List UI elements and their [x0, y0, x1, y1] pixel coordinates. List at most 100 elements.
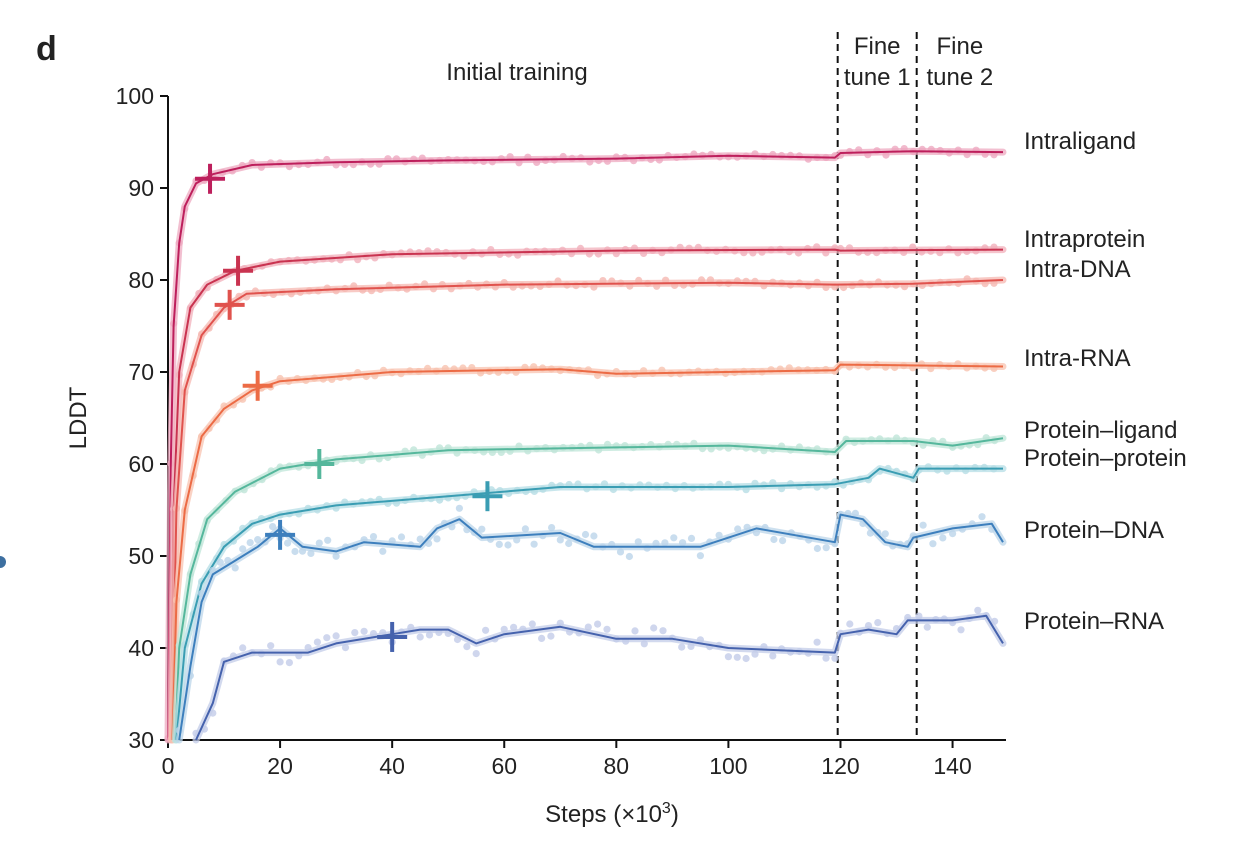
series-label: Protein–RNA [1024, 608, 1164, 635]
series-line [167, 150, 1004, 741]
series-point [786, 281, 795, 289]
series-line [174, 437, 1004, 741]
series-point [909, 243, 917, 251]
series-point [866, 529, 875, 537]
series-point [497, 155, 505, 163]
series-point [379, 547, 387, 555]
series-point [687, 534, 696, 543]
series-line [171, 363, 1004, 741]
series-point [577, 154, 585, 162]
series-point [497, 448, 505, 456]
series-point [972, 247, 980, 255]
series-point [295, 161, 303, 169]
series-point [239, 545, 247, 553]
series-point [760, 481, 768, 489]
series-point [678, 643, 686, 651]
series-label: Intra-DNA [1024, 256, 1131, 283]
series-point [945, 245, 953, 253]
series-point [634, 538, 642, 546]
edge-indicator-dot [0, 556, 6, 568]
series-point [631, 627, 639, 635]
series-point [323, 634, 331, 642]
series-point [733, 653, 741, 661]
series-point [315, 539, 323, 547]
series-point [550, 446, 559, 454]
series-point [670, 534, 678, 542]
series-point [927, 247, 935, 255]
series-point [874, 619, 882, 627]
series-point [679, 539, 687, 547]
series-point [712, 247, 721, 255]
series-point [939, 534, 947, 542]
series-point [478, 250, 486, 258]
series-point [882, 151, 890, 159]
series-point [778, 485, 786, 493]
series-point [472, 650, 480, 658]
series-point [285, 659, 293, 667]
series-point [867, 436, 875, 444]
series-point [945, 149, 953, 157]
series-point [421, 280, 429, 288]
series-point [892, 281, 900, 289]
series-point [625, 552, 634, 561]
x-tick-label: 20 [267, 753, 293, 779]
series-point [980, 463, 988, 471]
series-point [813, 243, 821, 251]
series-point [752, 529, 761, 537]
series-point [650, 624, 658, 632]
series-point [707, 445, 715, 453]
y-tick-label: 70 [128, 359, 154, 385]
phase-label: Fine [854, 33, 901, 60]
series-point [864, 622, 873, 630]
series-point [453, 635, 462, 644]
series-point [433, 535, 441, 543]
series-point [418, 451, 426, 459]
series-point [822, 283, 830, 291]
x-tick-label: 40 [379, 753, 405, 779]
series-point [822, 249, 830, 257]
series-point [794, 249, 803, 257]
series-point [487, 486, 495, 494]
x-tick-label: 120 [821, 753, 859, 779]
series-point [556, 482, 564, 490]
series-point [698, 151, 707, 159]
x-tick-label: 0 [162, 753, 175, 779]
series-point [415, 249, 423, 257]
series-point [813, 638, 821, 646]
series-point [548, 524, 556, 532]
x-axis-label-end: ) [671, 801, 679, 828]
series-line [170, 279, 1004, 741]
series-line [175, 467, 1003, 741]
series-point [410, 446, 418, 454]
series-point [224, 556, 232, 565]
series-point [379, 250, 388, 258]
phase-label: Fine [937, 33, 984, 60]
series-point [463, 643, 471, 651]
series-point [733, 153, 741, 161]
series-point [923, 623, 931, 631]
series-point [929, 540, 937, 548]
series-point [436, 444, 444, 452]
series-point [603, 625, 611, 633]
series-point [770, 535, 778, 544]
series-point [687, 642, 695, 651]
series-label: Intra-RNA [1024, 345, 1131, 372]
y-tick-label: 40 [128, 635, 154, 661]
series-point [831, 654, 839, 662]
series-point [949, 530, 957, 538]
series-point [332, 632, 340, 640]
series-point [901, 283, 909, 291]
series-point [313, 638, 321, 646]
series-point [585, 250, 594, 258]
series-point [407, 623, 415, 632]
series-point [974, 606, 982, 614]
series-point [304, 644, 312, 652]
series-point [846, 147, 854, 156]
series-point [612, 250, 620, 258]
series-point [760, 447, 768, 455]
series-point [295, 652, 303, 660]
series-line [178, 513, 1004, 741]
series-point [734, 525, 742, 533]
series-label: Protein–ligand [1024, 417, 1177, 444]
series-point [482, 626, 490, 634]
